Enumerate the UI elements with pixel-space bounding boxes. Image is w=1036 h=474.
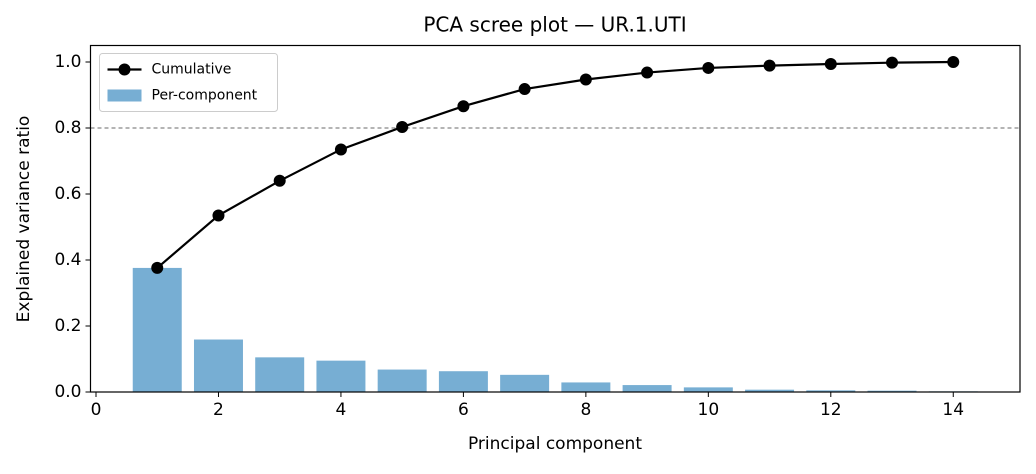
point (396, 121, 409, 134)
x-tick-label: 6 (458, 400, 469, 420)
x-tick-label: 4 (336, 400, 347, 420)
point (886, 56, 899, 69)
bar (255, 357, 305, 392)
point (641, 66, 654, 79)
legend-swatch (107, 89, 142, 102)
legend-marker (118, 63, 131, 76)
bar (193, 339, 243, 392)
point (579, 73, 592, 86)
point (273, 174, 286, 187)
y-tick-label: 0.6 (54, 184, 81, 204)
bar (561, 382, 611, 392)
bar (683, 387, 733, 392)
point (947, 56, 960, 68)
x-tick-label: 10 (698, 400, 720, 420)
legend-label: Per-component (152, 88, 258, 104)
point (334, 143, 347, 156)
y-tick-label: 0.8 (54, 118, 81, 138)
bar (622, 385, 672, 392)
bar (867, 390, 917, 392)
point (518, 83, 531, 96)
y-tick-label: 0.4 (54, 250, 81, 270)
point (457, 100, 470, 113)
y-axis-label: Explained variance ratio (14, 116, 34, 323)
line (156, 60, 954, 269)
point (702, 61, 715, 74)
legend-box (99, 53, 278, 112)
bar (806, 390, 856, 392)
bar (316, 360, 366, 392)
bar (132, 267, 182, 392)
bar (500, 374, 550, 392)
legend-label: Cumulative (152, 62, 232, 78)
bar (438, 371, 488, 392)
point (824, 57, 837, 70)
chart-title: PCA scree plot — UR.1.UTI (423, 13, 686, 37)
y-tick-label: 1.0 (54, 52, 81, 72)
bar (745, 389, 795, 392)
x-tick-label: 8 (580, 400, 591, 420)
x-tick-label: 14 (942, 400, 964, 420)
y-tick-label: 0.2 (54, 316, 81, 336)
point (763, 59, 776, 72)
plot-frame (89, 44, 1021, 393)
x-axis-label: Principal component (468, 434, 642, 454)
bar (377, 369, 427, 392)
point (212, 209, 225, 222)
x-tick-label: 2 (213, 400, 224, 420)
y-tick-label: 0.0 (54, 382, 81, 402)
point (151, 261, 164, 274)
x-tick-label: 0 (91, 400, 102, 420)
x-tick-label: 12 (820, 400, 842, 420)
